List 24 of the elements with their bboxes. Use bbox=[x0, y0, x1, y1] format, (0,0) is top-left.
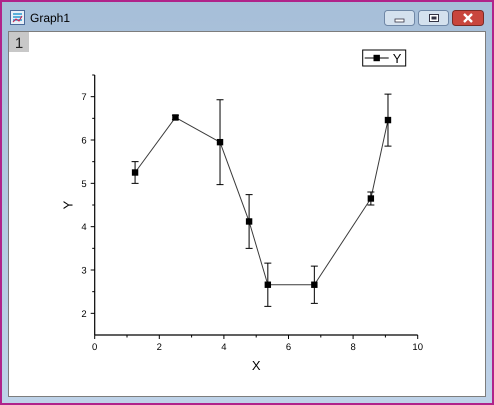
point bbox=[368, 195, 374, 202]
x-tick-label: 2 bbox=[156, 342, 162, 353]
y-tick-label: 4 bbox=[81, 222, 87, 234]
x-tick-label: 10 bbox=[412, 342, 423, 353]
y-tick-label: 6 bbox=[81, 136, 87, 146]
y-axis-title: Y bbox=[60, 200, 76, 210]
point bbox=[246, 218, 252, 225]
y-tick-label: 5 bbox=[81, 178, 87, 190]
point bbox=[264, 282, 272, 288]
legend-label: Y bbox=[392, 51, 402, 66]
point bbox=[132, 169, 138, 176]
y-tick-label: 3 bbox=[81, 266, 87, 276]
point bbox=[216, 138, 224, 146]
x-tick-label: 0 bbox=[92, 342, 98, 353]
chart-title: Graph1 bbox=[30, 11, 70, 25]
x-tick-label: 8 bbox=[350, 342, 356, 353]
y-tick-label: 2 bbox=[81, 308, 87, 320]
x-axis-title: X bbox=[252, 358, 261, 373]
x-tick-label: 4 bbox=[221, 342, 227, 353]
point bbox=[311, 282, 318, 288]
point bbox=[384, 116, 392, 124]
y-tick-label: 7 bbox=[81, 92, 87, 104]
text: 1 bbox=[14, 35, 24, 52]
x-tick-label: 6 bbox=[286, 342, 292, 353]
